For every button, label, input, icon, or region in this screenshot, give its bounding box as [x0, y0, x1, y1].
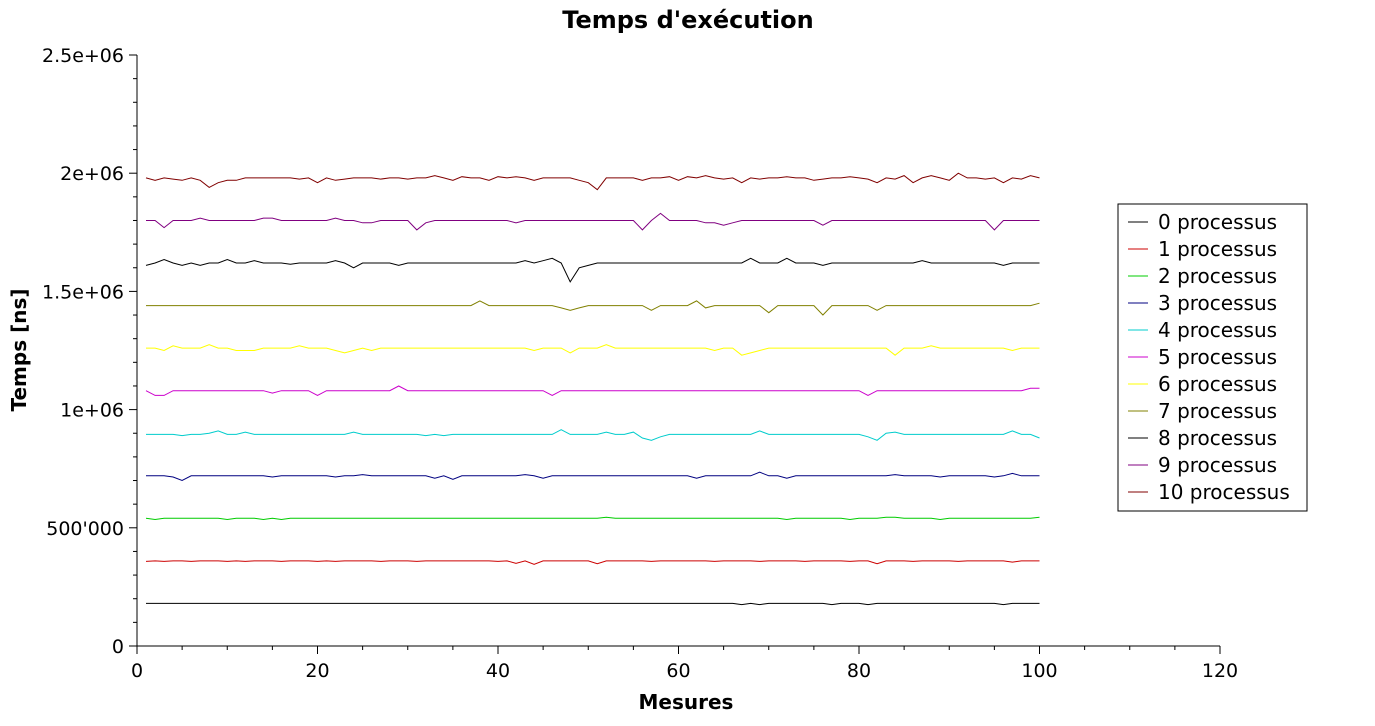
- legend-label: 0 processus: [1158, 210, 1277, 234]
- y-tick-label: 1e+06: [60, 400, 124, 422]
- x-axis-title: Mesures: [639, 690, 734, 714]
- legend-label: 4 processus: [1158, 318, 1277, 342]
- legend-label: 2 processus: [1158, 264, 1277, 288]
- x-tick-label: 100: [1021, 660, 1057, 682]
- x-tick-label: 120: [1202, 660, 1238, 682]
- x-tick-label: 0: [131, 660, 143, 682]
- legend-label: 7 processus: [1158, 399, 1277, 423]
- y-tick-label: 0: [112, 636, 124, 658]
- x-tick-label: 80: [847, 660, 871, 682]
- chart-title: Temps d'exécution: [562, 6, 813, 34]
- y-axis-title: Temps [ns]: [7, 289, 31, 412]
- legend: 0 processus 1 processus 2 processus 3 proce…: [1117, 203, 1308, 512]
- legend-label: 9 processus: [1158, 453, 1277, 477]
- y-tick-label: 1.5e+06: [42, 281, 124, 303]
- series-line-2: [145, 516, 1040, 521]
- legend-label: 3 processus: [1158, 291, 1277, 315]
- legend-label: 6 processus: [1158, 372, 1277, 396]
- y-tick-label: 500'000: [46, 518, 124, 540]
- series-line-1: [145, 560, 1040, 565]
- y-tick-label: 2.5e+06: [42, 45, 124, 67]
- legend-box: [1117, 203, 1308, 512]
- series-line-6: [146, 344, 1040, 356]
- legend-label: 8 processus: [1158, 426, 1277, 450]
- x-tick-label: 20: [305, 660, 329, 682]
- x-tick-label: 60: [666, 660, 690, 682]
- legend-label: 5 processus: [1158, 345, 1277, 369]
- series-line-9: [146, 212, 1040, 231]
- y-tick-label: 2e+06: [60, 163, 124, 185]
- series-layer: [145, 172, 1040, 606]
- legend-label: 1 processus: [1158, 237, 1277, 261]
- series-line-4: [146, 429, 1040, 441]
- series-line-7: [146, 300, 1040, 316]
- series-line-8: [145, 257, 1040, 283]
- series-line-5: [145, 385, 1040, 396]
- series-line-3: [146, 471, 1040, 482]
- axes: 0 20 40 60 80 100 120 0 500'000 1e+06 1.5e+06 2e+06…: [42, 45, 1238, 682]
- legend-label: 10 processus: [1158, 480, 1290, 504]
- series-line-10: [145, 172, 1040, 191]
- series-line-0: [146, 602, 1040, 606]
- x-tick-label: 40: [486, 660, 510, 682]
